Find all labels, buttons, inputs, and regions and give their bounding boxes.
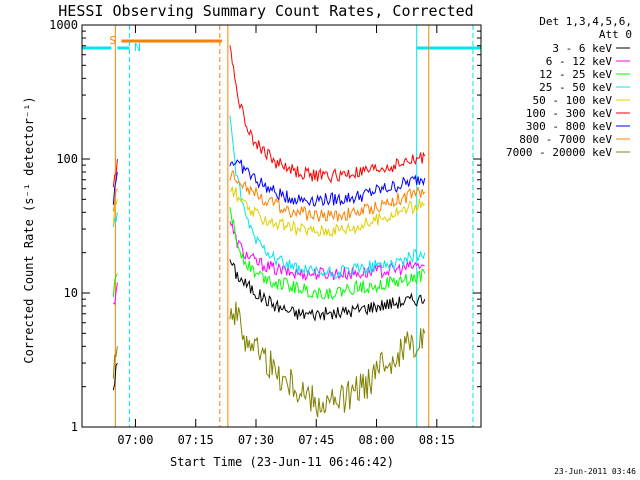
series-6-12-kev [113,221,425,305]
series-line-0 [112,346,118,379]
series-line-1 [229,259,426,322]
series-line-1 [229,221,425,282]
x-tick-label: 07:00 [117,433,153,447]
series-25-50-kev [112,115,426,279]
legend-header: Att 0 [599,28,632,41]
x-axis: 07:00 07:15 07:30 07:45 08:00 08:15 [117,25,455,447]
flag-label-n: N [134,41,141,54]
series-300-800-kev [112,159,426,207]
x-tick-label: 07:30 [238,433,274,447]
series-7000-20000-kev [112,301,426,418]
series-line-0 [112,188,118,212]
series-line-1 [229,115,426,279]
y-tick-label: 1000 [49,18,78,32]
series-line-0 [112,362,118,391]
y-axis: 1 10 100 1000 [49,18,481,434]
legend-entry: 3 - 6 keV [552,42,612,55]
y-tick-label: 100 [56,152,78,166]
series-line-0 [112,199,118,225]
plot-frame [81,24,482,428]
series-line-1 [229,45,426,184]
legend-entry: 300 - 800 keV [526,120,612,133]
series-50-100-kev [112,186,426,238]
x-axis-label: Start Time (23-Jun-11 06:46:42) [170,455,394,469]
x-tick-label: 08:00 [358,433,394,447]
legend-entry: 800 - 7000 keV [519,133,612,146]
series-line-1 [229,186,426,238]
timestamp: 23-Jun-2011 03:46 [554,467,636,476]
series-line-0 [113,282,118,305]
x-tick-label: 07:15 [178,433,214,447]
legend-entry: 7000 - 20000 keV [506,146,612,159]
flag-bars: SN [82,25,481,427]
flag-label-s: S [109,34,116,47]
legend-entry: 6 - 12 keV [546,55,613,68]
series-line-0 [112,273,118,298]
series-group [112,45,426,418]
series-line-1 [229,170,426,222]
x-tick-label: 08:15 [419,433,455,447]
series-line-0 [112,158,118,188]
legend-entry: 25 - 50 keV [539,81,612,94]
legend-header: Det 1,3,4,5,6, [539,15,632,28]
series-12-25-kev [112,207,426,301]
series-800-7000-kev [112,170,426,222]
x-tick-label: 07:45 [298,433,334,447]
series-line-0 [112,171,118,205]
y-tick-label: 1 [71,420,78,434]
series-line-1 [229,301,426,418]
y-axis-label: Corrected Count Rate (s⁻¹ detector⁻¹) [22,96,36,363]
y-tick-label: 10 [64,286,78,300]
series-line-1 [229,159,426,207]
chart-title: HESSI Observing Summary Count Rates, Cor… [58,2,473,20]
series-3-6-kev [112,259,426,391]
legend-entry: 50 - 100 keV [533,94,613,107]
legend-entry: 100 - 300 keV [526,107,612,120]
series-line-1 [229,207,426,301]
legend-entry: 12 - 25 keV [539,68,612,81]
series-100-300-kev [112,45,426,188]
